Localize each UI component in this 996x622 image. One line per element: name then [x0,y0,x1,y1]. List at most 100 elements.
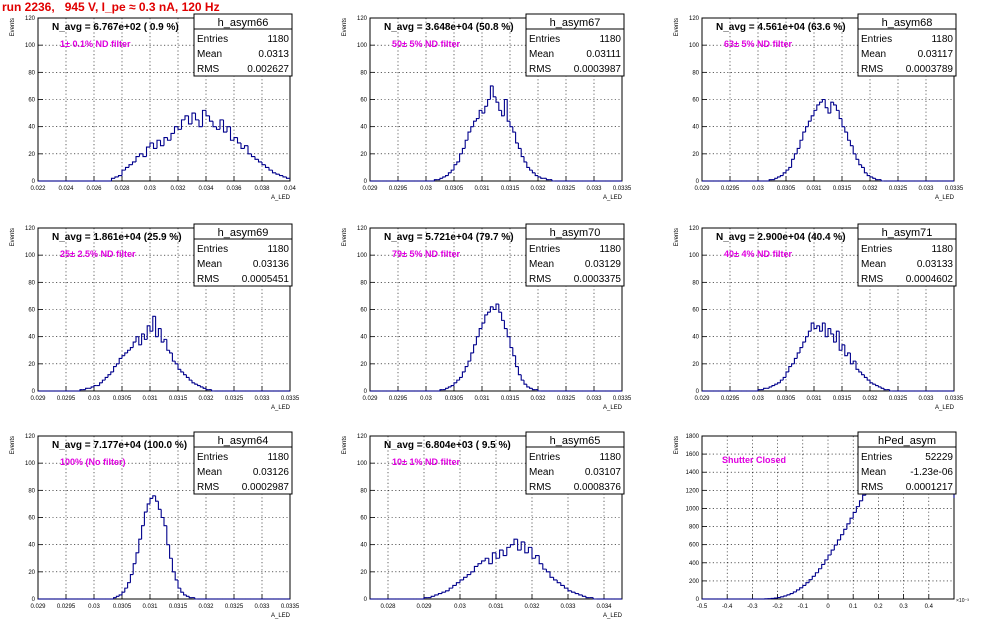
histogram-bin [816,325,820,329]
histogram-bin [889,389,893,392]
histogram-bin [155,316,159,338]
histogram-bin [799,139,803,149]
histogram-bin [501,312,505,321]
histogram-bin [805,582,810,586]
histogram-bin [527,546,532,553]
histogram-bin [799,587,803,590]
x-tick-label: 0.033 [560,604,576,610]
histogram-bin [114,176,119,179]
histogram-bin [847,132,851,141]
histogram-bin [531,170,536,174]
stats-key: Entries [861,34,892,45]
x-tick-label: 0.032 [524,604,540,610]
histogram-bin [780,596,784,598]
stats-key: RMS [529,64,552,75]
histogram-bin [515,355,519,368]
histogram-bin [104,376,108,381]
histogram-bin [171,558,176,573]
stats-key: Mean [529,259,554,270]
histogram-panel-h_asym69: 0.029 0.0295 0.03 0.0305 0.031 0.0315 0.032 0.0… [10,223,300,411]
histogram-bin [461,147,466,154]
y-tick-label: 0 [32,389,36,395]
histogram-bin [163,338,167,343]
histogram-bin [880,179,884,182]
x-tick-label: 0.0315 [501,186,520,192]
stats-key: Mean [197,259,222,270]
histogram-bin [135,552,139,564]
histogram-bin [811,575,816,580]
filter-label: 63± 5% ND filter [724,39,792,49]
histogram-bin [132,341,136,348]
histogram-bin [849,352,854,365]
histogram-bin [799,346,803,353]
histogram-bin [796,352,800,359]
histogram-bin [788,366,792,372]
histogram-bin [180,588,184,593]
stats-title: h_asym70 [550,227,601,239]
histogram-bin [115,595,120,598]
x-tick-label: 0.0325 [225,396,244,402]
plot-frame [369,17,623,182]
histogram-bin [115,363,120,367]
histogram-bin [194,113,199,121]
histogram-bin [768,179,772,181]
x-axis-title: A_LED [271,195,291,201]
y-tick-label: 100 [25,253,36,259]
x-tick-label: 0.032 [198,604,214,610]
x-tick-label: 0.0295 [57,604,76,610]
x-tick-label: 0.031 [488,604,504,610]
histogram-bin [169,544,173,559]
x-tick-label: 0.029 [362,186,378,192]
histogram-bin [858,159,862,166]
histogram-bin [571,590,576,593]
histogram-bin [107,374,111,378]
histogram-bin [872,176,876,179]
histogram-bin [503,320,508,330]
stats-box [857,13,957,77]
stats-key: RMS [861,482,884,493]
x-tick-label: 0.032 [198,396,214,402]
stats-value: 1180 [599,244,621,255]
histogram-bin [849,140,854,147]
y-tick-label: 120 [357,434,368,440]
histogram-bin [243,145,248,149]
x-tick-label: 0.03 [88,396,100,402]
histogram-bin [240,142,245,149]
y-tick-label: 80 [692,280,699,286]
n-avg-annotation: N_avg = 3.648e+04 (50.8 %) [384,22,514,33]
stats-box [525,431,625,495]
y-tick-label: 80 [692,70,699,76]
histogram-bin [509,544,514,548]
stats-value: 0.0005451 [242,274,290,285]
x-tick-label: -0.4 [722,604,733,610]
histogram-bin [459,376,463,381]
histogram-bin [212,121,217,128]
y-tick-label: 80 [28,488,35,494]
histogram-bin [282,175,287,178]
x-tick-label: 0.033 [586,186,602,192]
histogram-bin [171,352,176,362]
stats-key: Mean [529,49,554,60]
y-tick-label: 40 [692,335,699,341]
x-tick-label: 0.0335 [613,396,632,402]
histogram-bin [833,102,837,106]
x-tick-label: 0.036 [226,186,242,192]
stats-value: 0.0008376 [574,482,622,493]
histogram-panel-h_asym66: 0.022 0.024 0.026 0.028 0.03 0.032 0.034 0.036 0… [10,13,296,201]
histogram-bin [786,594,791,596]
histogram-bin [488,558,493,565]
x-tick-label: 0.022 [30,186,46,192]
histogram-bin [537,175,541,178]
x-tick-label: 0.0315 [501,396,520,402]
x-tick-label: 0.026 [86,186,102,192]
x-tick-label: 0.031 [142,396,158,402]
histogram-bin [792,591,797,594]
stats-value: 0.002627 [247,64,289,75]
histogram-bin [795,589,800,592]
histogram-bin [883,388,887,391]
histogram-bin [442,176,446,179]
histogram-bin [491,552,496,564]
histogram-bin [121,355,125,359]
histogram-bin [135,336,139,343]
histogram-bin [835,104,840,111]
